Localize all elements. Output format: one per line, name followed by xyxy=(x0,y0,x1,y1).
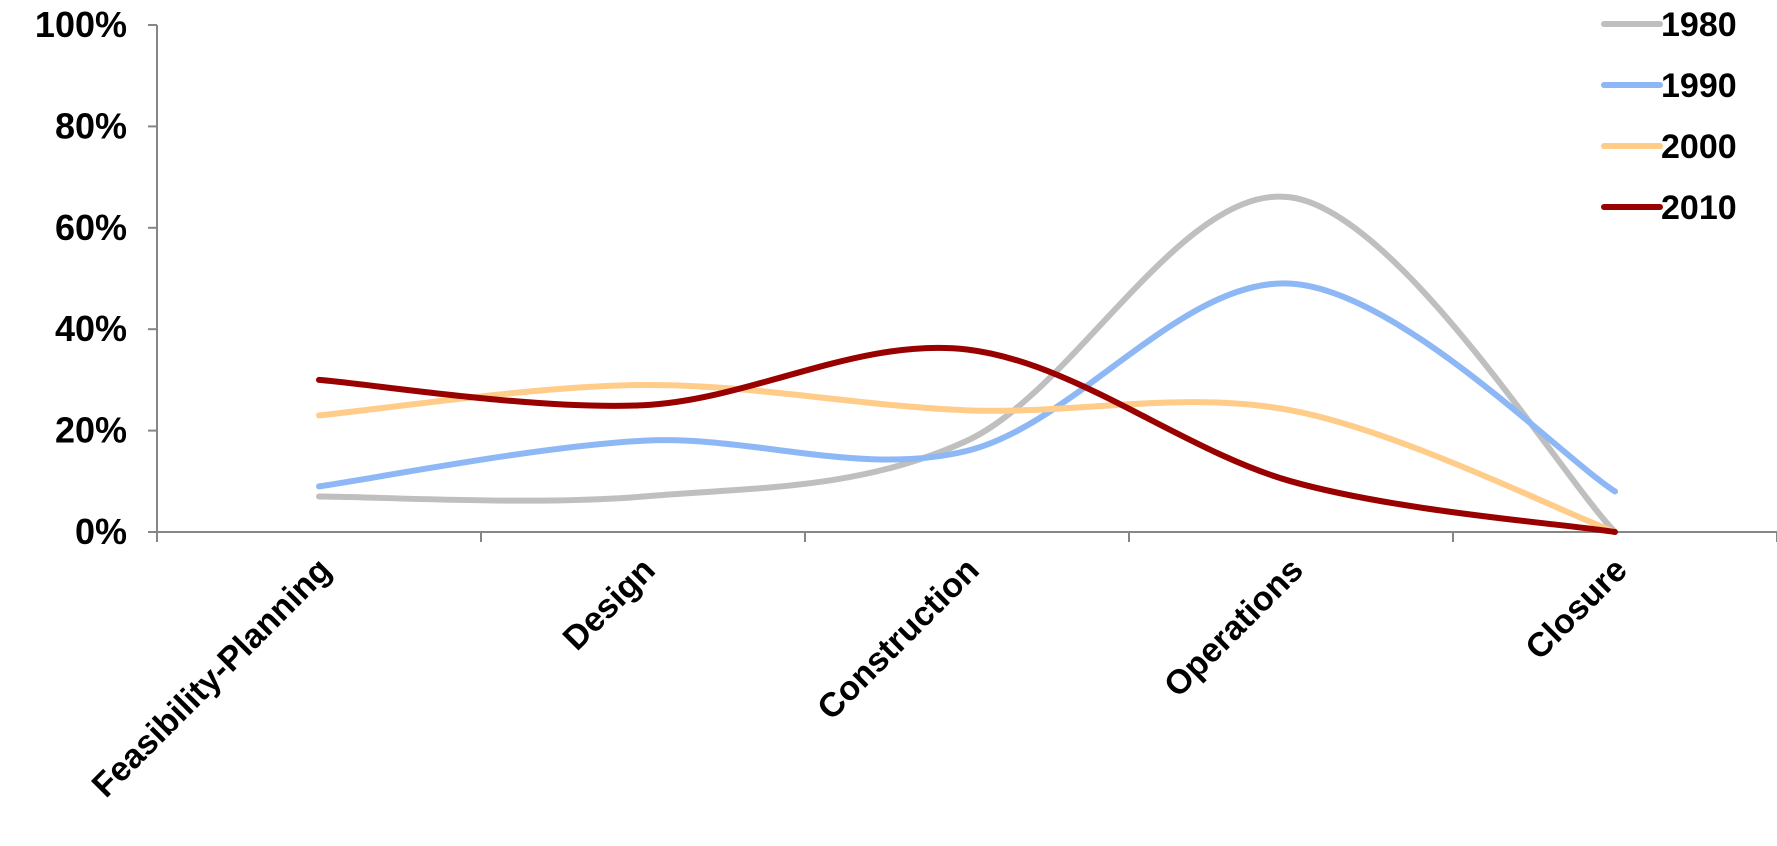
legend-item-2000: 2000 xyxy=(1601,128,1737,166)
legend-item-1980: 1980 xyxy=(1601,6,1737,44)
series-line-1990 xyxy=(316,280,1618,495)
legend-label: 1980 xyxy=(1661,6,1737,44)
x-category-label: Design xyxy=(556,551,663,658)
x-category-label: Feasibility-Planning xyxy=(85,551,339,805)
y-tick-label: 80% xyxy=(55,105,127,146)
y-tick-label: 0% xyxy=(75,511,127,552)
series-line-2010 xyxy=(316,344,1618,535)
x-category-label: Construction xyxy=(810,551,986,727)
y-tick-label: 100% xyxy=(35,4,127,45)
x-axis-ticks: Feasibility-Planning Design Construction Op… xyxy=(85,532,1777,805)
series-line-2000 xyxy=(316,381,1618,535)
y-tick-label: 60% xyxy=(55,207,127,248)
legend: 1980 1990 2000 2010 xyxy=(1601,6,1737,227)
legend-label: 2010 xyxy=(1661,189,1737,227)
y-tick-label: 40% xyxy=(55,308,127,349)
legend-label: 1990 xyxy=(1661,67,1737,105)
legend-label: 2000 xyxy=(1661,128,1737,166)
x-category-label: Closure xyxy=(1518,551,1634,667)
legend-item-2010: 2010 xyxy=(1601,189,1737,227)
y-axis-ticks: 0% 20% 40% 60% 80% 100% xyxy=(35,4,157,552)
legend-item-1990: 1990 xyxy=(1601,67,1737,105)
x-category-label: Operations xyxy=(1157,551,1311,705)
series-layer xyxy=(316,193,1618,535)
series-line-1980 xyxy=(316,193,1618,535)
y-tick-label: 20% xyxy=(55,410,127,451)
